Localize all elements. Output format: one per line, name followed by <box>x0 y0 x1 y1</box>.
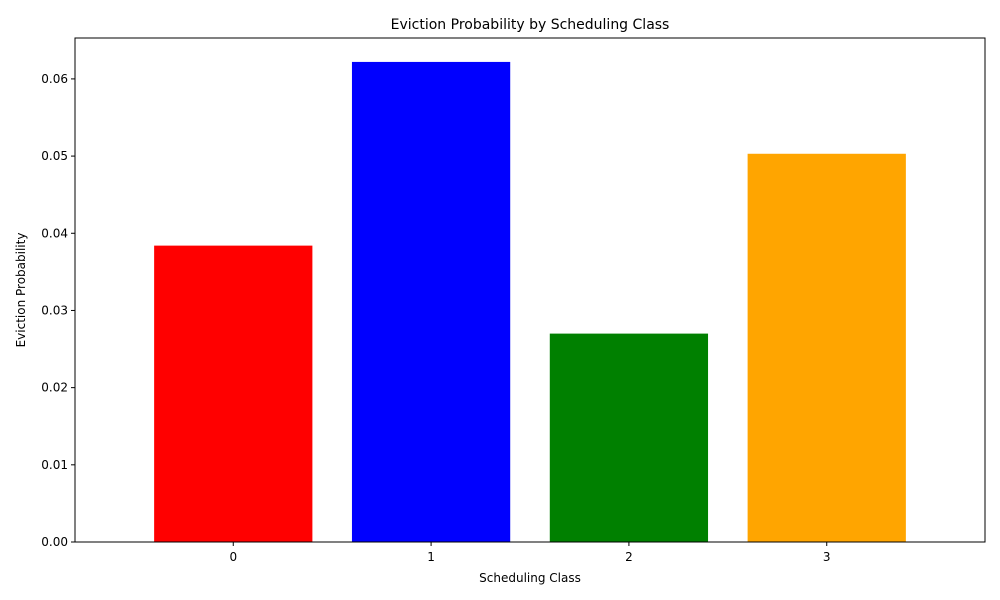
y-tick-label: 0.00 <box>41 535 68 549</box>
y-tick-label: 0.03 <box>41 303 68 317</box>
bar-class-1 <box>351 61 511 543</box>
x-tick-label: 0 <box>229 550 237 564</box>
y-tick-label: 0.04 <box>41 226 68 240</box>
x-tick-label: 1 <box>427 550 435 564</box>
bar-class-0 <box>154 245 313 542</box>
plot-frame <box>74 37 986 543</box>
bar-class-3 <box>747 153 906 542</box>
y-axis-ticks: 0.00 0.01 0.02 0.03 0.04 0.05 0.06 <box>41 72 75 549</box>
y-tick-label: 0.01 <box>41 458 68 472</box>
x-tick-label: 3 <box>823 550 831 564</box>
x-tick-label: 2 <box>625 550 633 564</box>
y-tick-label: 0.05 <box>41 149 68 163</box>
bar-class-2 <box>549 333 709 542</box>
y-axis-title: Eviction Probability <box>14 233 28 348</box>
bars-group <box>154 61 906 543</box>
x-axis-title: Scheduling Class <box>479 571 581 585</box>
y-tick-label: 0.06 <box>41 72 68 86</box>
chart-title: Eviction Probability by Scheduling Class <box>391 17 670 33</box>
x-axis-ticks: 0 1 2 3 <box>229 542 831 564</box>
y-tick-label: 0.02 <box>41 381 68 395</box>
